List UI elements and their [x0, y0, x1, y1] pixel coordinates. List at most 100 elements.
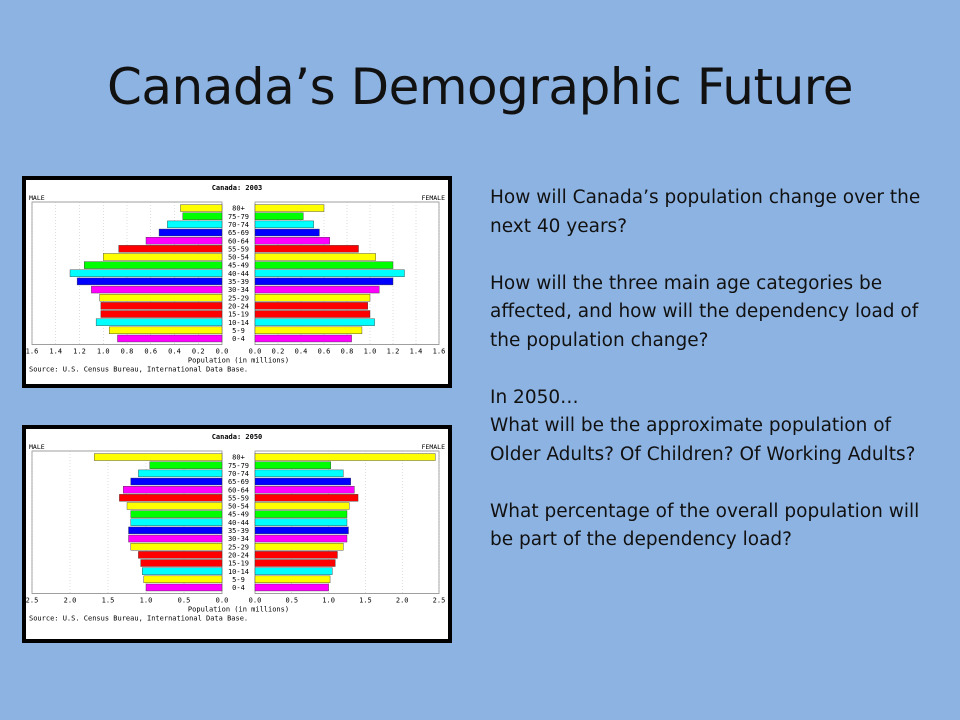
tick-label: 1.2 [73, 348, 86, 356]
question-2050-intro: In 2050… [490, 386, 579, 408]
bar-female-80+ [254, 204, 325, 212]
tick-label: 0.0 [249, 348, 262, 356]
bar-female-15-19 [254, 310, 371, 318]
female-label: FEMALE [422, 194, 446, 202]
age-label: 5-9 [232, 576, 245, 584]
bar-male-15-19 [100, 310, 223, 318]
age-label: 35-39 [228, 527, 249, 535]
pyramid-2003-svg: Canada: 2003 MALE FEMALE 80+75-7970-7465-69… [26, 180, 448, 384]
question-dependency-load: What percentage of the overall populatio… [490, 500, 920, 551]
tick-label: 0.4 [168, 348, 181, 356]
bar-male-30-34 [128, 534, 223, 543]
age-label: 25-29 [228, 543, 249, 551]
bar-female-35-39 [254, 526, 349, 535]
bar-female-55-59 [254, 494, 359, 502]
tick-label: 1.6 [433, 348, 446, 356]
tick-label: 0.2 [192, 348, 205, 356]
bar-male-55-59 [119, 494, 223, 502]
tick-label: 1.4 [49, 348, 62, 356]
bar-male-5-9 [143, 575, 223, 584]
tick-label: 1.4 [410, 348, 423, 356]
age-label: 40-44 [228, 270, 249, 278]
tick-label: 0.0 [249, 597, 262, 605]
tick-label: 1.0 [364, 348, 377, 356]
female-label: FEMALE [422, 443, 446, 451]
x-axis-label: Population (in millions) [188, 606, 289, 614]
bar-female-40-44 [254, 269, 405, 277]
bar-male-20-24 [100, 302, 223, 310]
bar-female-45-49 [254, 510, 348, 518]
bar-male-40-44 [130, 518, 223, 526]
age-label: 50-54 [228, 503, 249, 511]
slide-title: Canada’s Demographic Future [106, 58, 854, 116]
bar-female-50-54 [254, 502, 350, 510]
population-pyramid-2050: Canada: 2050 MALE FEMALE 80+ 75-79 70-74 65-69… [22, 425, 452, 643]
source-note: Source: U.S. Census Bureau, Internationa… [29, 366, 248, 374]
bar-male-70-74 [138, 469, 223, 478]
bar-male-35-39 [128, 526, 223, 535]
bar-female-65-69 [254, 228, 320, 237]
age-label: 30-34 [228, 535, 249, 543]
age-label: 25-29 [228, 294, 249, 302]
bar-male-35-39 [76, 277, 223, 286]
chart-title: Canada: 2003 [212, 184, 263, 192]
bar-male-5-9 [108, 326, 223, 335]
tick-label: 2.0 [396, 597, 409, 605]
bar-female-35-39 [254, 277, 394, 286]
bar-male-30-34 [91, 285, 223, 294]
bar-male-65-69 [158, 228, 223, 237]
bar-female-75-79 [254, 461, 332, 469]
tick-label: 2.5 [26, 597, 38, 605]
pyramid-2050-svg: Canada: 2050 MALE FEMALE 80+75-7970-7465-69… [26, 429, 448, 639]
age-label: 75-79 [228, 213, 249, 221]
bar-female-40-44 [254, 518, 348, 526]
age-label: 55-59 [228, 245, 249, 253]
age-label: 80+ [232, 205, 245, 213]
age-label: 30-34 [228, 286, 249, 294]
age-label: 65-69 [228, 478, 249, 486]
bar-male-45-49 [84, 261, 223, 269]
tick-label: 1.6 [26, 348, 38, 356]
bar-female-5-9 [254, 326, 363, 335]
bar-female-10-14 [254, 318, 375, 326]
bar-female-75-79 [254, 212, 304, 220]
bar-female-25-29 [254, 294, 371, 302]
age-label: 55-59 [228, 494, 249, 502]
bar-male-40-44 [69, 269, 223, 277]
bar-female-70-74 [254, 469, 344, 478]
bar-male-75-79 [149, 461, 223, 469]
population-pyramid-2003: Canada: 2003 MALE FEMALE 80+ 75-79 70-74 65-69… [22, 176, 452, 388]
bar-male-10-14 [95, 318, 223, 326]
bar-female-0-4 [254, 334, 352, 343]
tick-label: 1.0 [97, 348, 110, 356]
bar-female-80+ [254, 453, 436, 461]
chart-background [26, 429, 448, 639]
bar-female-60-64 [254, 237, 330, 245]
bar-male-60-64 [145, 237, 223, 245]
bar-male-20-24 [138, 551, 223, 559]
bar-female-70-74 [254, 220, 314, 229]
question-2050-population: What will be the approximate population … [490, 415, 916, 465]
bar-male-25-29 [99, 294, 223, 302]
tick-label: 0.2 [272, 348, 285, 356]
age-label: 0-4 [232, 335, 245, 343]
bar-female-10-14 [254, 567, 333, 575]
question-age-categories: How will the three main age categories b… [490, 272, 919, 351]
age-label: 20-24 [228, 302, 249, 310]
tick-label: 0.5 [178, 597, 191, 605]
age-label: 45-49 [228, 511, 249, 519]
bar-male-25-29 [130, 543, 223, 551]
chart-title: Canada: 2050 [212, 433, 263, 441]
tick-label: 0.6 [144, 348, 157, 356]
source-note: Source: U.S. Census Bureau, Internationa… [29, 615, 248, 623]
bar-female-65-69 [254, 477, 351, 486]
bar-male-50-54 [126, 502, 223, 510]
bar-male-50-54 [103, 253, 223, 261]
tick-label: 1.5 [102, 597, 115, 605]
age-label: 15-19 [228, 311, 249, 319]
age-label: 80+ [232, 454, 245, 462]
age-label: 70-74 [228, 221, 249, 229]
tick-label: 0.0 [216, 348, 229, 356]
age-label: 0-4 [232, 584, 245, 592]
bar-male-45-49 [130, 510, 223, 518]
